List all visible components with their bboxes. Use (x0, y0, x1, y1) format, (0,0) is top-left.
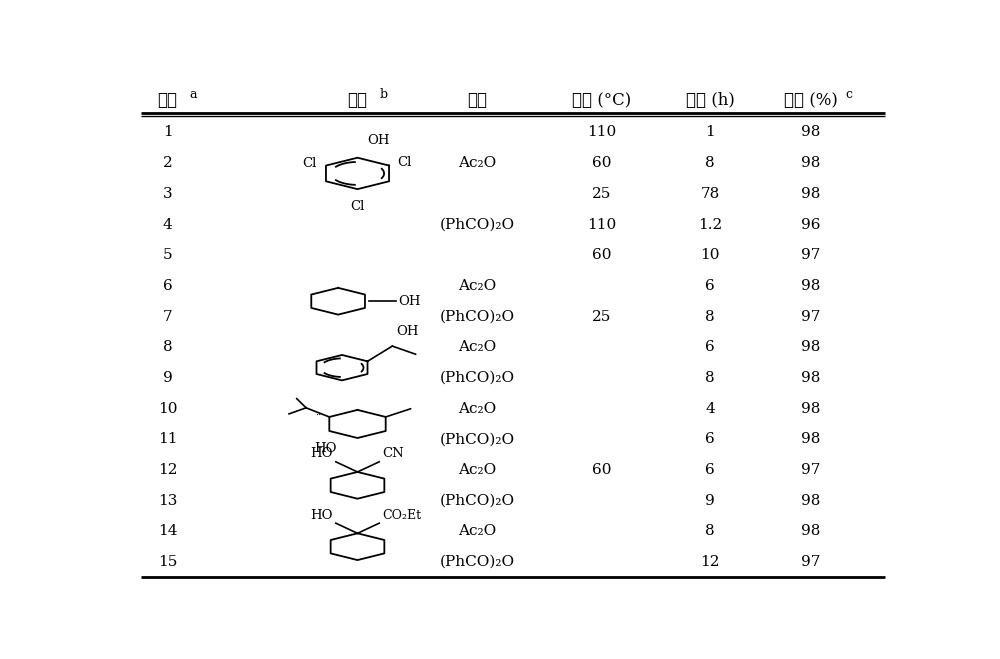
Text: 96: 96 (801, 217, 821, 231)
Text: 底物: 底物 (348, 92, 368, 109)
Text: 14: 14 (158, 525, 177, 538)
Text: 15: 15 (158, 555, 177, 569)
Text: HO: HO (310, 447, 333, 460)
Text: OH: OH (396, 325, 419, 338)
Text: (PhCO)₂O: (PhCO)₂O (440, 217, 515, 231)
Text: 110: 110 (587, 125, 616, 140)
Text: 98: 98 (801, 432, 821, 446)
Text: CN: CN (382, 447, 404, 460)
Text: 97: 97 (801, 248, 821, 262)
Text: 8: 8 (163, 340, 172, 355)
Text: 7: 7 (163, 310, 172, 324)
Text: 6: 6 (705, 340, 715, 355)
Text: Ac₂O: Ac₂O (458, 401, 497, 416)
Text: 9: 9 (163, 371, 173, 385)
Text: Ac₂O: Ac₂O (458, 463, 497, 477)
Text: Ac₂O: Ac₂O (458, 156, 497, 170)
Text: 6: 6 (705, 432, 715, 446)
Text: 110: 110 (587, 217, 616, 231)
Text: Cl: Cl (302, 157, 317, 169)
Text: 酸酐: 酸酐 (468, 92, 488, 109)
Text: 98: 98 (801, 340, 821, 355)
Text: 时间 (h): 时间 (h) (686, 92, 735, 109)
Text: 78: 78 (700, 187, 720, 201)
Text: Ac₂O: Ac₂O (458, 340, 497, 355)
Text: a: a (189, 88, 197, 101)
Text: 60: 60 (592, 463, 611, 477)
Text: 97: 97 (801, 310, 821, 324)
Text: 6: 6 (705, 463, 715, 477)
Text: OH: OH (368, 134, 390, 146)
Text: 25: 25 (592, 187, 611, 201)
Text: 温度 (°C): 温度 (°C) (572, 92, 631, 109)
Text: 98: 98 (801, 494, 821, 507)
Text: 8: 8 (705, 525, 715, 538)
Text: 98: 98 (801, 371, 821, 385)
Text: 1: 1 (705, 125, 715, 140)
Text: 98: 98 (801, 187, 821, 201)
Text: 98: 98 (801, 401, 821, 416)
Text: 98: 98 (801, 125, 821, 140)
Text: 收率 (%): 收率 (%) (784, 92, 838, 109)
Text: 98: 98 (801, 156, 821, 170)
Text: 9: 9 (705, 494, 715, 507)
Text: 4: 4 (163, 217, 173, 231)
Text: (PhCO)₂O: (PhCO)₂O (440, 432, 515, 446)
Text: 1.2: 1.2 (698, 217, 722, 231)
Text: HO: HO (310, 509, 333, 522)
Text: 97: 97 (801, 555, 821, 569)
Text: HO: HO (314, 442, 337, 455)
Text: 条目: 条目 (158, 92, 178, 109)
Text: 98: 98 (801, 279, 821, 293)
Text: 2: 2 (163, 156, 173, 170)
Text: 97: 97 (801, 463, 821, 477)
Text: 60: 60 (592, 248, 611, 262)
Text: 6: 6 (705, 279, 715, 293)
Text: 12: 12 (700, 555, 720, 569)
Text: c: c (846, 88, 853, 101)
Text: 12: 12 (158, 463, 177, 477)
Text: 60: 60 (592, 156, 611, 170)
Text: 11: 11 (158, 432, 177, 446)
Text: Cl: Cl (350, 200, 365, 214)
Text: 4: 4 (705, 401, 715, 416)
Text: CO₂Et: CO₂Et (382, 509, 421, 522)
Text: 6: 6 (163, 279, 173, 293)
Text: 8: 8 (705, 310, 715, 324)
Text: ···: ··· (315, 411, 325, 419)
Text: (PhCO)₂O: (PhCO)₂O (440, 310, 515, 324)
Text: 98: 98 (801, 525, 821, 538)
Text: 5: 5 (163, 248, 172, 262)
Text: (PhCO)₂O: (PhCO)₂O (440, 371, 515, 385)
Text: Ac₂O: Ac₂O (458, 525, 497, 538)
Text: Ac₂O: Ac₂O (458, 279, 497, 293)
Text: (PhCO)₂O: (PhCO)₂O (440, 494, 515, 507)
Text: 10: 10 (700, 248, 720, 262)
Text: b: b (379, 88, 387, 101)
Text: 1: 1 (163, 125, 173, 140)
Text: (PhCO)₂O: (PhCO)₂O (440, 555, 515, 569)
Text: 25: 25 (592, 310, 611, 324)
Text: 8: 8 (705, 156, 715, 170)
Text: 8: 8 (705, 371, 715, 385)
Text: 10: 10 (158, 401, 177, 416)
Text: 13: 13 (158, 494, 177, 507)
Text: Cl: Cl (397, 156, 411, 169)
Text: 3: 3 (163, 187, 172, 201)
Text: OH: OH (398, 295, 420, 308)
